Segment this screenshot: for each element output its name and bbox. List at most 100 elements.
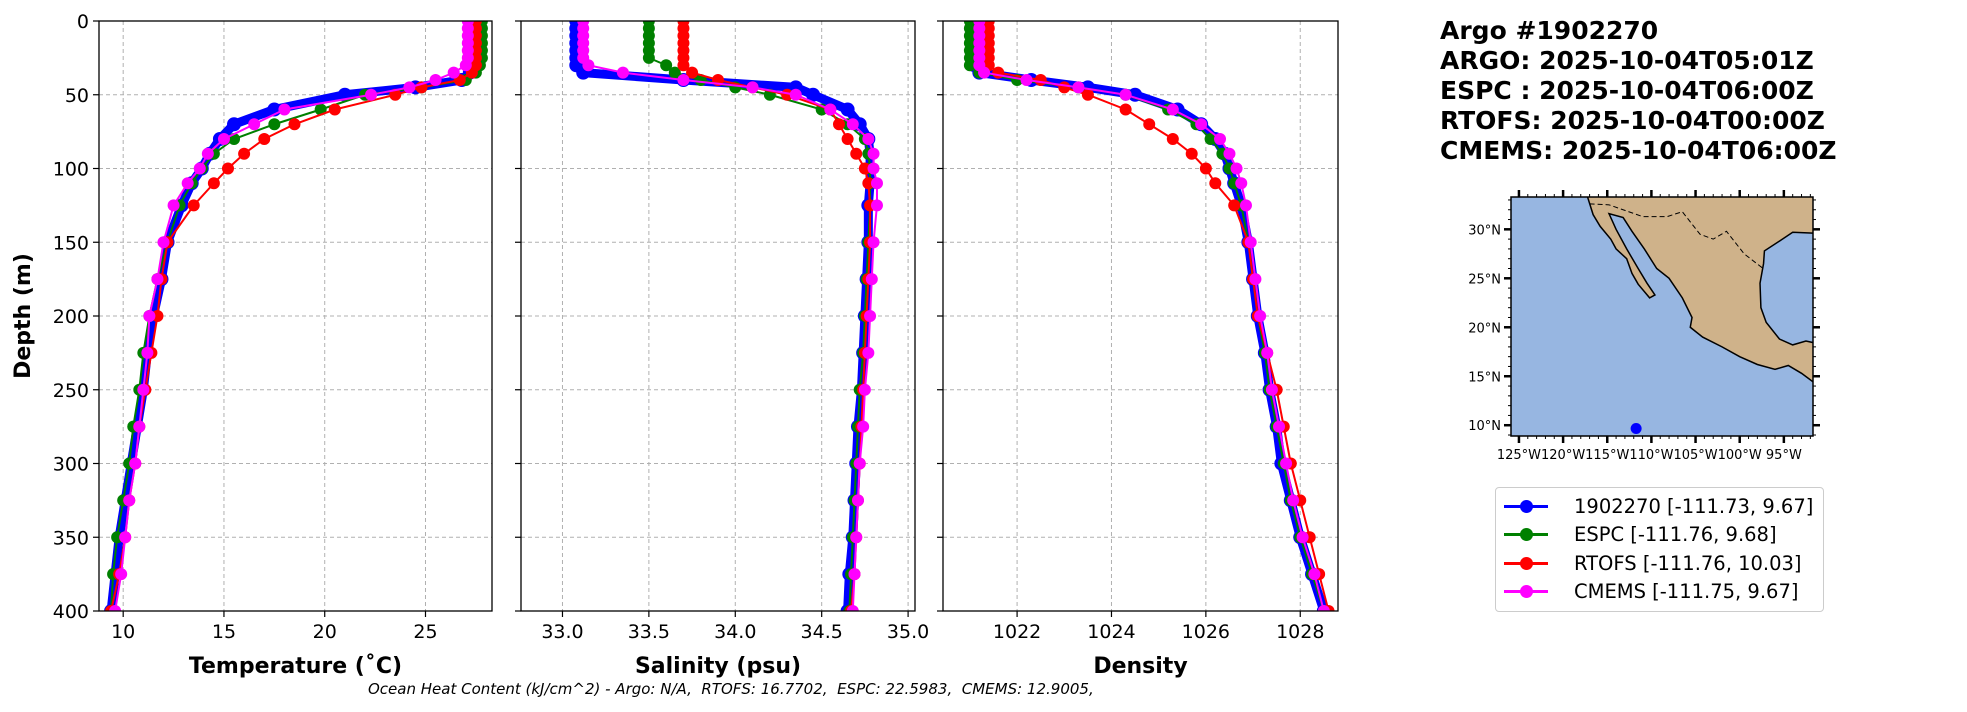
axes-frame: [520, 20, 916, 612]
data-point-rtofs: [850, 147, 863, 160]
data-point-cmems: [1244, 236, 1257, 249]
data-point-cmems: [865, 273, 878, 286]
data-point-cmems: [851, 494, 864, 507]
x-axis-label: Temperature (˚C): [189, 654, 402, 679]
data-point-cmems: [853, 457, 866, 470]
data-point-cmems: [616, 66, 629, 79]
data-point-cmems: [857, 420, 870, 433]
data-point-cmems: [1166, 103, 1179, 116]
panel-density: 1022 1024 1026 1028 Density: [937, 20, 1339, 679]
data-point-cmems: [1119, 88, 1132, 101]
y-tick-label: 150: [53, 232, 89, 254]
cmems-time: CMEMS: 2025-10-04T06:00Z: [1440, 136, 1837, 165]
map-lon-label: 115°W: [1585, 448, 1629, 463]
data-point-cmems: [870, 199, 883, 212]
data-point-rtofs: [1143, 118, 1156, 131]
legend-label: ESPC [-111.76, 9.68]: [1574, 523, 1777, 547]
y-tick-label: 200: [53, 306, 89, 328]
y-axis-label: Depth (m): [11, 253, 36, 379]
x-tick-label: 1026: [1182, 621, 1230, 643]
data-point-cmems: [848, 568, 861, 581]
data-point-cmems: [201, 147, 214, 160]
map-lon-label: 100°W: [1718, 448, 1762, 463]
map-lat-label: 10°N: [1468, 419, 1501, 434]
data-point-cmems: [151, 273, 164, 286]
map-lon-label: 120°W: [1541, 448, 1585, 463]
legend-marker-argo: [1504, 499, 1548, 513]
data-point-cmems: [123, 494, 136, 507]
rtofs-time: RTOFS: 2025-10-04T00:00Z: [1440, 106, 1825, 135]
legend: 1902270 [-111.73, 9.67] ESPC [-111.76, 9…: [1495, 487, 1824, 612]
data-point-cmems: [459, 59, 472, 72]
data-point-cmems: [789, 88, 802, 101]
data-point-cmems: [1235, 177, 1248, 190]
data-point-cmems: [181, 177, 194, 190]
x-tick-label: 1022: [993, 621, 1041, 643]
data-point-1902270: [227, 117, 242, 132]
series-group: [569, 21, 883, 611]
data-point-cmems: [746, 81, 759, 94]
data-point-cmems: [115, 568, 128, 581]
data-point-cmems: [862, 346, 875, 359]
legend-marker-espc: [1504, 528, 1548, 542]
map-lat-label: 25°N: [1468, 272, 1501, 287]
panel-temperature: 10 15 20 25050100150200250300350400Temperat…: [11, 11, 493, 679]
data-point-rtofs: [288, 118, 301, 131]
x-tick-label: 20: [313, 621, 337, 643]
data-point-cmems: [850, 531, 863, 544]
float-title: Argo #1902270: [1440, 16, 1659, 45]
data-point-cmems: [1265, 383, 1278, 396]
data-point-cmems: [870, 177, 883, 190]
data-point-cmems: [248, 118, 261, 131]
data-point-cmems: [867, 162, 880, 175]
legend-label: CMEMS [-111.75, 9.67]: [1574, 580, 1799, 604]
y-tick-label: 300: [53, 454, 89, 476]
data-point-cmems: [1239, 199, 1252, 212]
data-point-cmems: [846, 605, 859, 611]
data-point-cmems: [1273, 420, 1286, 433]
data-point-cmems: [867, 147, 880, 160]
y-tick-label: 100: [53, 159, 89, 181]
data-point-espc: [963, 59, 976, 72]
data-point-cmems: [862, 133, 875, 145]
series-group: [104, 21, 488, 611]
x-tick-label: 25: [413, 621, 437, 643]
land-mexico: [1586, 197, 1813, 383]
legend-label: RTOFS [-111.76, 10.03]: [1574, 551, 1802, 575]
data-point-cmems: [167, 199, 180, 212]
legend-item-espc: ESPC [-111.76, 9.68]: [1504, 521, 1815, 550]
data-point-cmems: [278, 103, 291, 116]
data-point-cmems: [429, 74, 442, 86]
data-point-rtofs: [1185, 147, 1198, 160]
float-info-header: Argo #1902270 ARGO: 2025-10-04T05:01Z ES…: [1440, 16, 1837, 166]
y-tick-label: 350: [53, 527, 89, 549]
data-point-cmems: [447, 66, 460, 79]
data-point-cmems: [1072, 81, 1085, 94]
data-point-rtofs: [858, 162, 871, 175]
data-point-cmems: [1223, 147, 1236, 160]
argo-time: ARGO: 2025-10-04T05:01Z: [1440, 46, 1814, 75]
x-axis-label: Density: [1093, 654, 1187, 679]
data-point-cmems: [109, 605, 122, 611]
data-point-cmems: [133, 420, 146, 433]
data-point-cmems: [864, 310, 877, 322]
x-axis-label: Salinity (psu): [635, 654, 801, 679]
data-point-rtofs: [1199, 162, 1212, 175]
legend-marker-rtofs: [1504, 556, 1548, 570]
panel-salinity: 33.0 33.5 34.0 34.5 35.0 Salinity (psu): [515, 20, 929, 679]
data-point-espc: [642, 51, 655, 64]
data-point-cmems: [143, 310, 156, 322]
data-point-cmems: [677, 74, 690, 86]
data-point-rtofs: [677, 59, 690, 72]
data-point-espc: [660, 59, 673, 72]
legend-item-argo: 1902270 [-111.73, 9.67]: [1504, 492, 1815, 521]
data-point-cmems: [157, 236, 170, 249]
map-frame: [1510, 196, 1814, 437]
data-point-rtofs: [207, 177, 220, 190]
data-point-cmems: [824, 103, 837, 116]
data-point-rtofs: [832, 118, 845, 131]
map-lat-label: 20°N: [1468, 321, 1501, 336]
data-point-rtofs: [1228, 199, 1241, 212]
data-point-rtofs: [1166, 133, 1179, 145]
